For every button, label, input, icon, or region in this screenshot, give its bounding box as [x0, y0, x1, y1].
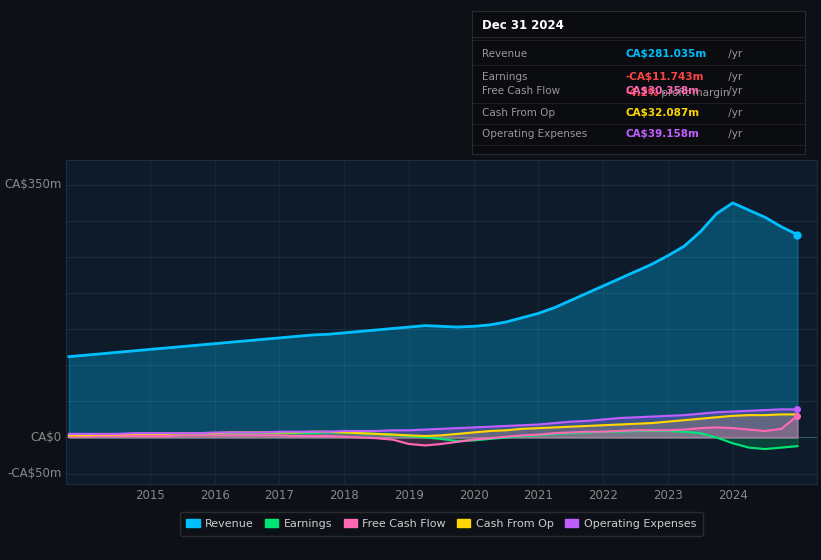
Text: -CA$11.743m: -CA$11.743m: [625, 72, 704, 82]
Legend: Revenue, Earnings, Free Cash Flow, Cash From Op, Operating Expenses: Revenue, Earnings, Free Cash Flow, Cash …: [180, 512, 703, 536]
Text: CA$32.087m: CA$32.087m: [625, 108, 699, 118]
Text: Earnings: Earnings: [482, 72, 528, 82]
Text: Cash From Op: Cash From Op: [482, 108, 555, 118]
Text: /yr: /yr: [725, 72, 742, 82]
Text: /yr: /yr: [725, 129, 742, 139]
Text: /yr: /yr: [725, 86, 742, 96]
Text: -4.2%: -4.2%: [625, 87, 658, 97]
Text: Free Cash Flow: Free Cash Flow: [482, 86, 560, 96]
Text: /yr: /yr: [725, 49, 742, 59]
Text: CA$30.358m: CA$30.358m: [625, 86, 699, 96]
Text: /yr: /yr: [725, 108, 742, 118]
Text: Revenue: Revenue: [482, 49, 527, 59]
Text: -CA$50m: -CA$50m: [7, 467, 62, 480]
Text: Operating Expenses: Operating Expenses: [482, 129, 587, 139]
Text: profit margin: profit margin: [658, 87, 730, 97]
Text: CA$281.035m: CA$281.035m: [625, 49, 706, 59]
Text: CA$350m: CA$350m: [4, 179, 62, 192]
Text: CA$0: CA$0: [30, 431, 62, 444]
Text: Dec 31 2024: Dec 31 2024: [482, 19, 564, 32]
Text: CA$39.158m: CA$39.158m: [625, 129, 699, 139]
